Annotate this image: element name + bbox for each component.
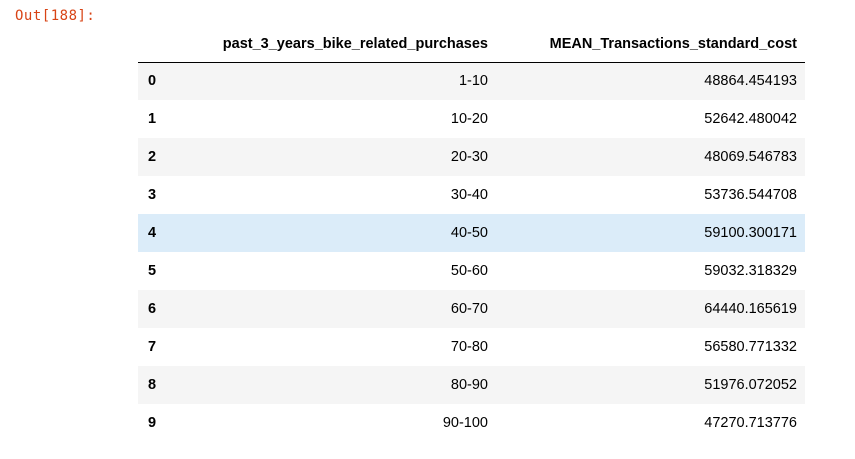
table-row: 7 70-80 56580.771332 (138, 328, 805, 366)
cell-mean-cost: 56580.771332 (704, 339, 797, 355)
cell-mean-cost: 48069.546783 (704, 149, 797, 165)
table-row: 2 20-30 48069.546783 (138, 138, 805, 176)
cell-mean-cost: 53736.544708 (704, 187, 797, 203)
row-index: 7 (148, 339, 157, 355)
cell-mean-cost: 59032.318329 (704, 263, 797, 279)
cell-purchases: 30-40 (450, 187, 488, 203)
dataframe-table: past_3_years_bike_related_purchases MEAN… (138, 26, 805, 442)
cell-mean-cost: 59100.300171 (704, 225, 797, 241)
cell-mean-cost: 47270.713776 (704, 415, 797, 431)
table-row: 9 90-100 47270.713776 (138, 404, 805, 442)
table-row: 8 80-90 51976.072052 (138, 366, 805, 404)
row-index: 1 (148, 111, 157, 127)
row-index: 8 (148, 377, 157, 393)
cell-purchases: 10-20 (450, 111, 488, 127)
table-row: 1 10-20 52642.480042 (138, 100, 805, 138)
table-row: 6 60-70 64440.165619 (138, 290, 805, 328)
cell-purchases: 80-90 (450, 377, 488, 393)
output-prompt: Out[188]: (15, 8, 96, 24)
table-row: 0 1-10 48864.454193 (138, 62, 805, 100)
table-header-row: past_3_years_bike_related_purchases MEAN… (138, 26, 805, 63)
cell-purchases: 90-100 (442, 415, 488, 431)
cell-purchases: 50-60 (450, 263, 488, 279)
table-row-hovered: 4 40-50 59100.300171 (138, 214, 805, 252)
row-index: 6 (148, 301, 157, 317)
cell-purchases: 20-30 (450, 149, 488, 165)
cell-mean-cost: 48864.454193 (704, 73, 797, 90)
row-index: 9 (148, 415, 157, 431)
cell-purchases: 40-50 (450, 225, 488, 241)
cell-purchases: 70-80 (450, 339, 488, 355)
column-header-purchases: past_3_years_bike_related_purchases (172, 26, 488, 63)
row-index: 3 (148, 187, 157, 203)
table-row: 5 50-60 59032.318329 (138, 252, 805, 290)
cell-purchases: 60-70 (450, 301, 488, 317)
row-index: 4 (148, 225, 157, 241)
cell-mean-cost: 64440.165619 (704, 301, 797, 317)
row-index: 5 (148, 263, 157, 279)
cell-mean-cost: 51976.072052 (704, 377, 797, 393)
dataframe-output: past_3_years_bike_related_purchases MEAN… (138, 26, 805, 442)
table-row: 3 30-40 53736.544708 (138, 176, 805, 214)
column-header-mean-cost: MEAN_Transactions_standard_cost (488, 26, 805, 63)
row-index: 2 (148, 149, 157, 165)
cell-mean-cost: 52642.480042 (704, 111, 797, 127)
index-header (138, 26, 172, 63)
row-index: 0 (148, 73, 157, 90)
cell-purchases: 1-10 (458, 73, 488, 90)
